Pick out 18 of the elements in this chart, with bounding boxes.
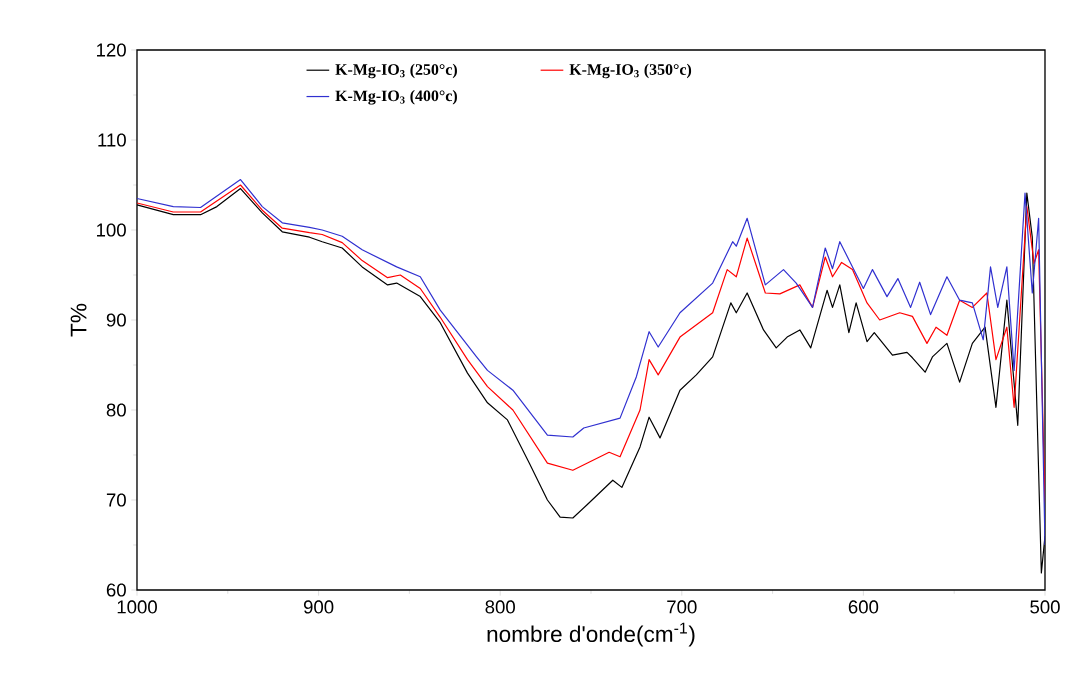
legend-label: K-Mg-IO$_{3}$ (350°c) <box>569 63 692 79</box>
legend-label: K-Mg-IO$_{3}$ (250°c) <box>335 63 457 79</box>
y-axis-title: T% <box>70 303 87 337</box>
x-tick-label: 1000 <box>117 600 157 614</box>
x-axis-title: nombre d'onde(cm$^{-1}$) <box>487 622 695 647</box>
y-tick-label: 110 <box>98 133 126 147</box>
x-tick-label: 900 <box>303 600 334 614</box>
y-tick-label: 80 <box>106 403 126 417</box>
x-tick-label: 800 <box>485 600 515 614</box>
y-tick-label: 70 <box>106 493 126 507</box>
x-tick-label: 500 <box>1030 600 1060 614</box>
y-tick-label: 120 <box>97 43 126 57</box>
y-tick-label: 60 <box>106 583 126 597</box>
x-tick-label: 700 <box>667 600 697 614</box>
legend-label: K-Mg-IO$_{3}$ (400°c) <box>335 90 457 105</box>
y-tick-label: 100 <box>97 223 126 237</box>
x-tick-label: 600 <box>848 600 879 614</box>
y-tick-label: 90 <box>106 313 126 327</box>
